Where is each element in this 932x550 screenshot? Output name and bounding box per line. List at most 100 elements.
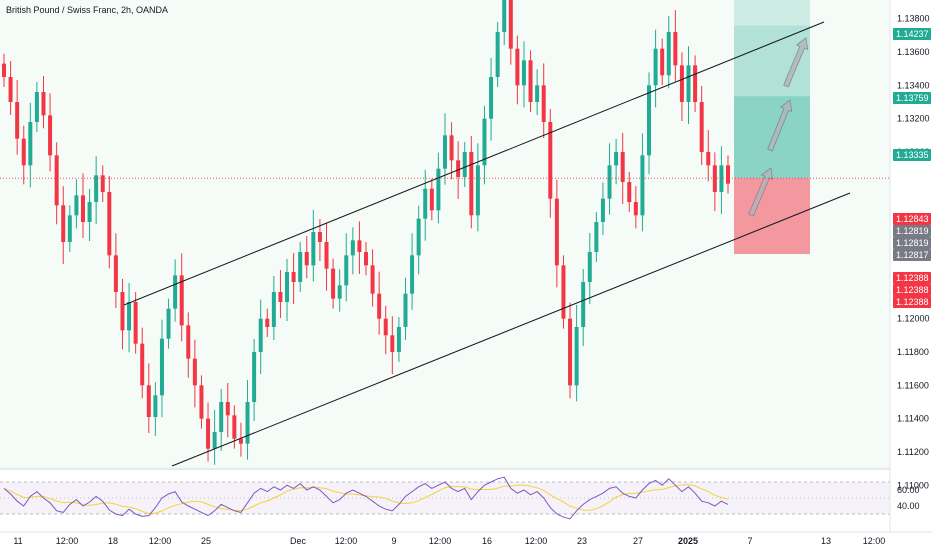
candle-body (429, 188, 434, 211)
candle-body (350, 240, 355, 256)
price-tag-target (893, 92, 931, 104)
candle-body (423, 188, 428, 219)
price-axis-background (890, 0, 932, 532)
candle-body (660, 48, 665, 76)
price-tick-label: 1.11600 (897, 380, 929, 390)
time-tick-label: 25 (201, 536, 211, 546)
price-tag-label: 1.13335 (896, 150, 929, 160)
rsi-tick-label: 60.00 (897, 485, 920, 495)
price-tick-label: 1.11200 (897, 447, 929, 457)
candle-body (21, 138, 26, 166)
candle-body (495, 32, 500, 77)
rsi-tick-label: 40.00 (897, 501, 920, 511)
projection-arrows (748, 37, 809, 217)
candle-body (357, 240, 362, 252)
candle-body (482, 118, 487, 166)
price-tag-stop (893, 284, 931, 296)
candle-body (146, 385, 151, 417)
candle-body (594, 222, 599, 252)
time-tick-label: 9 (391, 536, 396, 546)
candle-body (390, 335, 395, 352)
price-tag-target (893, 28, 931, 40)
chart-title: British Pound / Swiss Franc, 2h, OANDA (6, 5, 168, 15)
candle-body (462, 152, 467, 177)
candle-body (285, 272, 290, 302)
candle-body (245, 402, 250, 444)
candle-body (699, 102, 704, 152)
trend-lines[interactable] (123, 21, 851, 467)
time-tick-label: 12:00 (335, 536, 358, 546)
price-tag-label: 1.14237 (896, 29, 929, 39)
time-tick-label: 12:00 (525, 536, 548, 546)
candle-body (15, 102, 20, 139)
candle-body (120, 292, 125, 331)
price-tick-label: 1.11800 (897, 347, 929, 357)
price-tag-label: 1.12388 (896, 297, 929, 307)
candle-body (265, 318, 270, 327)
candle-body (271, 292, 276, 327)
candle-body (153, 395, 158, 417)
candle-body (100, 175, 105, 192)
price-axis[interactable]: 1.144001.140001.138001.136001.134001.132… (889, 0, 932, 532)
candle-body (541, 85, 546, 122)
candle-body (456, 160, 461, 177)
time-tick-label: 23 (577, 536, 587, 546)
rsi-line (3, 476, 729, 520)
candle-body (693, 65, 698, 102)
candle-body (173, 275, 178, 309)
candle-body (232, 415, 237, 439)
candle-body (377, 293, 382, 319)
candle-body (258, 318, 263, 352)
time-tick-label: Dec (290, 536, 307, 546)
projection-arrow-1 (748, 167, 774, 217)
price-tick-label: 1.11000 (897, 480, 929, 490)
candle-body (469, 152, 474, 216)
candle-body (607, 165, 612, 199)
price-tag-label: 1.12819 (896, 226, 929, 236)
candle-body (186, 325, 191, 359)
time-tick-label: 12:00 (863, 536, 886, 546)
candles (2, 0, 730, 465)
candle-body (127, 302, 132, 331)
candle-body (113, 255, 118, 292)
candle-body (561, 265, 566, 319)
candle-body (653, 48, 658, 86)
candle-body (28, 122, 33, 166)
candle-body (370, 265, 375, 294)
candle-body (528, 60, 533, 102)
candle-body (140, 343, 145, 386)
candle-body (324, 242, 329, 269)
price-tag-label: 1.13759 (896, 93, 929, 103)
time-axis[interactable]: 11 12:00 18 12:00 25 Dec 12:00 9 12:00 16 12:00 23 2… (0, 531, 932, 546)
candle-body (298, 252, 303, 282)
candle-body (41, 92, 46, 116)
channel-lower-line (171, 192, 851, 467)
candle-body (94, 175, 99, 202)
target-zone-1 (734, 96, 810, 179)
candle-body (133, 302, 138, 344)
candle-body (159, 338, 164, 396)
projection-arrow-3 (783, 37, 809, 88)
rsi-axis: 60.00 40.00 (897, 485, 920, 511)
candle-body (80, 195, 85, 222)
price-tag-stop (893, 272, 931, 284)
price-tag-label: 1.12388 (896, 285, 929, 295)
price-tag-label: 1.12817 (896, 250, 929, 260)
candle-body (666, 32, 671, 76)
candle-body (726, 165, 730, 184)
candle-body (706, 152, 711, 166)
candle-body (48, 115, 53, 156)
candle-body (686, 65, 691, 102)
candle-body (331, 268, 336, 299)
candle-body (219, 402, 224, 432)
projection-arrow-2 (767, 99, 793, 152)
price-axis-tags: 1.14237 1.13759 1.13335 1.12843 1.12819 1.128… (893, 28, 931, 308)
time-tick-label: 16 (482, 536, 492, 546)
candle-body (489, 77, 494, 119)
candle-body (2, 63, 6, 77)
candle-body (416, 218, 421, 256)
time-tick-label: 12:00 (429, 536, 452, 546)
candle-body (166, 308, 171, 339)
